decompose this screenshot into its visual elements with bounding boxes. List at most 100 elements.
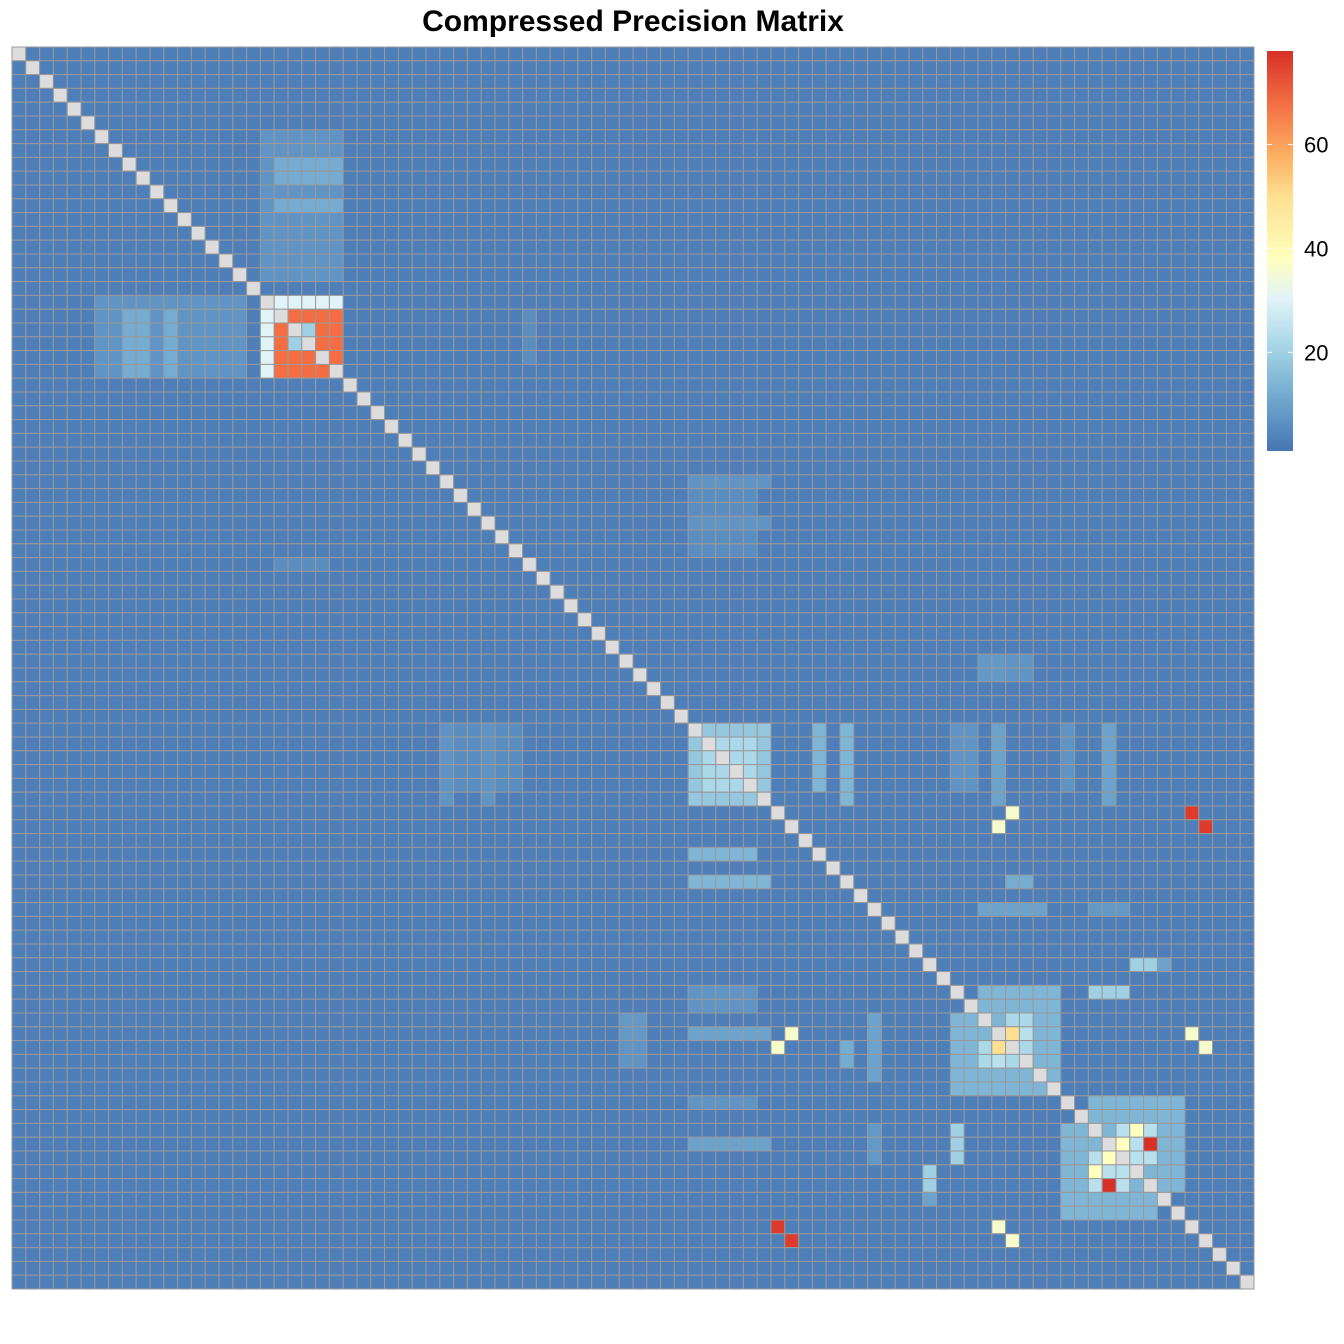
heatmap-cell xyxy=(742,722,758,738)
heatmap-cell xyxy=(1032,253,1048,269)
heatmap-cell xyxy=(439,584,455,600)
heatmap-cell xyxy=(673,598,689,614)
heatmap-cell xyxy=(11,653,27,669)
heatmap-cell xyxy=(466,322,482,338)
heatmap-cell xyxy=(315,764,330,779)
heatmap-cell xyxy=(591,501,606,517)
heatmap-cell xyxy=(177,294,192,310)
heatmap-cell xyxy=(342,115,358,131)
heatmap-cell xyxy=(121,60,137,76)
heatmap-cell xyxy=(963,419,979,434)
heatmap-cell xyxy=(1060,294,1076,310)
heatmap-cell xyxy=(535,363,551,379)
heatmap-cell xyxy=(977,612,993,628)
heatmap-cell xyxy=(1101,557,1117,572)
heatmap-cell xyxy=(867,626,882,641)
heatmap-cell xyxy=(1018,405,1034,421)
heatmap-cell xyxy=(177,350,192,365)
heatmap-cell xyxy=(135,722,151,738)
heatmap-cell xyxy=(1074,294,1089,310)
heatmap-cell xyxy=(121,391,137,407)
heatmap-cell xyxy=(618,350,634,365)
heatmap-cell xyxy=(508,598,524,614)
heatmap-cell xyxy=(480,777,496,793)
heatmap-cell xyxy=(453,391,468,407)
heatmap-cell xyxy=(66,212,82,227)
heatmap-cell xyxy=(867,791,882,807)
heatmap-cell xyxy=(246,198,261,214)
heatmap-cell xyxy=(259,363,275,379)
heatmap-cell xyxy=(66,143,82,158)
heatmap-cell xyxy=(1239,156,1255,172)
heatmap-cell xyxy=(1184,446,1200,462)
heatmap-cell xyxy=(784,184,800,200)
heatmap-cell xyxy=(1101,391,1117,407)
heatmap-cell xyxy=(39,294,54,310)
heatmap-cell xyxy=(218,446,234,462)
heatmap-cell xyxy=(1087,557,1103,572)
heatmap-cell xyxy=(218,598,234,614)
heatmap-cell xyxy=(1170,87,1186,103)
heatmap-cell xyxy=(1101,115,1117,131)
heatmap-cell xyxy=(80,74,96,89)
heatmap-cell xyxy=(397,350,413,365)
heatmap-cell xyxy=(52,488,68,503)
heatmap-cell xyxy=(839,419,855,434)
heatmap-cell xyxy=(825,198,841,214)
heatmap-cell xyxy=(494,198,510,214)
heatmap-cell xyxy=(742,432,758,448)
heatmap-cell xyxy=(535,74,551,89)
heatmap-cell xyxy=(190,543,206,559)
heatmap-cell xyxy=(94,322,110,338)
heatmap-cell xyxy=(880,570,896,586)
heatmap-cell xyxy=(315,805,330,821)
heatmap-cell xyxy=(287,667,303,683)
heatmap-cell xyxy=(342,225,358,241)
heatmap-cell xyxy=(342,736,358,752)
heatmap-cell xyxy=(342,529,358,545)
heatmap-cell xyxy=(94,115,110,131)
heatmap-cell xyxy=(1129,639,1145,655)
heatmap-cell xyxy=(218,764,234,779)
heatmap-cell xyxy=(1005,336,1020,352)
heatmap-cell xyxy=(121,239,137,255)
heatmap-cell xyxy=(177,129,192,145)
heatmap-cell xyxy=(66,750,82,766)
heatmap-cell xyxy=(370,488,386,503)
heatmap-cell xyxy=(1101,184,1117,200)
heatmap-cell xyxy=(1087,129,1103,145)
heatmap-cell xyxy=(356,570,372,586)
heatmap-cell xyxy=(1032,460,1048,476)
heatmap-cell xyxy=(466,736,482,752)
heatmap-cell xyxy=(977,363,993,379)
heatmap-cell xyxy=(867,350,882,365)
heatmap-cell xyxy=(425,515,441,531)
heatmap-cell xyxy=(798,750,813,766)
heatmap-cell xyxy=(687,612,703,628)
heatmap-cell xyxy=(177,612,192,628)
heatmap-cell xyxy=(1018,184,1034,200)
heatmap-cell xyxy=(1087,681,1103,697)
heatmap-cell xyxy=(397,488,413,503)
heatmap-cell xyxy=(1156,156,1172,172)
heatmap-cell xyxy=(218,294,234,310)
heatmap-cell xyxy=(646,198,662,214)
heatmap-cell xyxy=(80,488,96,503)
heatmap-cell xyxy=(936,87,951,103)
heatmap-cell xyxy=(1101,501,1117,517)
heatmap-cell xyxy=(604,212,620,227)
heatmap-cell xyxy=(1143,570,1158,586)
heatmap-cell xyxy=(52,267,68,283)
heatmap-cell xyxy=(356,653,372,669)
heatmap-cell xyxy=(1129,791,1145,807)
heatmap-cell xyxy=(811,212,827,227)
heatmap-cell xyxy=(425,612,441,628)
heatmap-cell xyxy=(1032,777,1048,793)
heatmap-cell xyxy=(535,170,551,186)
heatmap-cell xyxy=(1170,405,1186,421)
heatmap-cell xyxy=(977,225,993,241)
heatmap-cell xyxy=(494,253,510,269)
heatmap-cell xyxy=(825,653,841,669)
heatmap-cell xyxy=(867,377,882,393)
heatmap-cell xyxy=(108,557,123,572)
